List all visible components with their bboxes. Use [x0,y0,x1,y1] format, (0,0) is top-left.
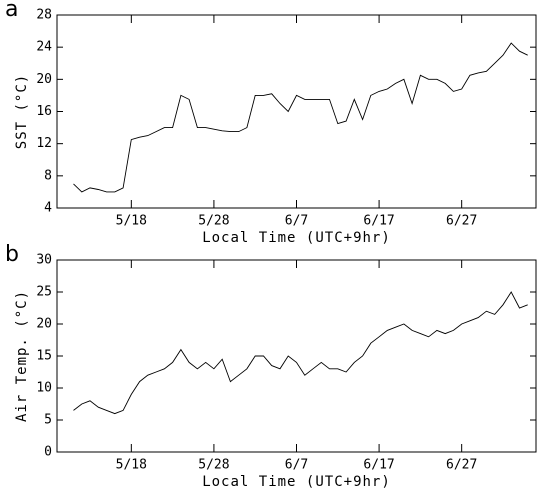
x-tick-label: 5/28 [198,214,229,229]
x-tick-label: 5/18 [116,214,147,229]
x-axis-label: Local Time (UTC+9hr) [202,230,391,246]
y-tick-label: 20 [36,317,52,332]
y-tick-label: 0 [44,445,52,460]
y-tick-label: 16 [36,104,52,119]
y-axis-label: SST (°C) [14,74,30,149]
plot-frame [56,14,537,209]
x-tick-label: 6/27 [446,458,477,473]
y-tick-label: 25 [36,285,52,300]
y-axis-label: Air Temp. (°C) [14,290,30,422]
data-line [73,42,528,193]
x-tick-label: 6/7 [285,214,308,229]
y-tick-label: 28 [36,8,52,23]
y-tick-label: 15 [36,349,52,364]
x-tick-label: 6/7 [285,458,308,473]
x-tick-label: 5/28 [198,458,229,473]
plot-frame [56,259,537,453]
y-tick-label: 10 [36,381,52,396]
panel-label: a [5,0,18,22]
data-line [73,291,528,415]
y-tick-label: 5 [44,413,52,428]
y-tick-label: 20 [36,72,52,87]
x-tick-label: 6/27 [446,214,477,229]
x-axis-label: Local Time (UTC+9hr) [202,474,391,490]
y-tick-label: 8 [44,168,52,183]
y-tick-label: 12 [36,136,52,151]
y-tick-label: 30 [36,253,52,268]
x-tick-label: 6/17 [363,458,394,473]
x-tick-label: 5/18 [116,458,147,473]
x-tick-label: 6/17 [363,214,394,229]
y-tick-label: 24 [36,40,52,55]
panel-label: b [5,242,19,267]
y-tick-label: 4 [44,201,52,216]
